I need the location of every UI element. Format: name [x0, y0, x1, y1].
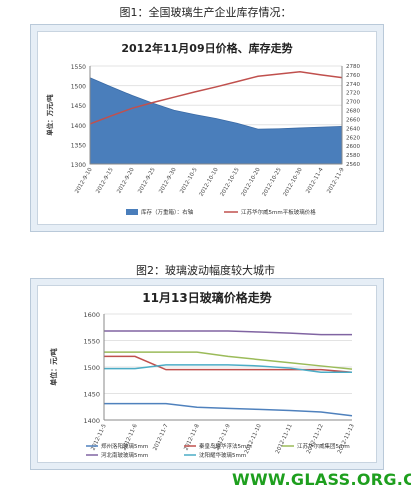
chart1-y-right-tick: 2600 [346, 144, 360, 150]
chart1-y-left-tick: 1350 [71, 142, 86, 149]
chart1-x-tick: 2012-9-30 [158, 167, 178, 195]
chart1-y-right-tick: 2700 [346, 100, 360, 106]
chart1-x-tick: 2012-9-10 [74, 167, 94, 195]
chart1-x-tick: 2012-9-20 [116, 167, 136, 195]
chart1-x-tick: 2012-10-5 [179, 167, 199, 195]
chart1-y-right-tick: 2680 [346, 109, 360, 115]
chart2-x-tick: 2012-11-11 [275, 423, 294, 455]
chart1-y-right-tick: 2640 [346, 126, 360, 132]
chart2-line-shenyang [104, 364, 352, 374]
chart1-y-left-tick: 1550 [71, 64, 86, 71]
chart1-x-tick: 2012-10-25 [262, 167, 283, 198]
chart-panel-1: 2012年11月09日价格、库存走势 1300 1350 1400 1450 1500 15… [30, 24, 384, 232]
chart2-y-tick: 1550 [83, 338, 100, 346]
chart1-x-tick: 2012-11-4 [305, 167, 325, 195]
chart1-x-tick: 2012-10-20 [241, 167, 262, 198]
chart2-x-tick: 2012-11-10 [244, 423, 263, 455]
chart1-y-left-tick: 1500 [71, 84, 86, 91]
chart2-title: 11月13日玻璃价格走势 [142, 290, 271, 305]
chart2-line-zhengzhou [104, 402, 353, 417]
chart1-legend-swatch-area [126, 209, 138, 215]
chart1-x-tick: 2012-11-9 [326, 167, 346, 195]
chart1-x-tick: 2012-10-15 [220, 167, 241, 198]
chart1-area-inventory [89, 77, 343, 165]
chart1-x-tick: 2012-9-15 [95, 167, 115, 195]
chart-card-2: 11月13日玻璃价格走势 1400 1450 1500 1550 1600 单位：元/吨 20… [37, 285, 377, 463]
chart1-legend-area: 库存（万重箱）：右轴 [141, 208, 194, 216]
chart2-legend-jiangsu_huaer: 江苏华尔威集团5mm [297, 442, 350, 450]
chart1-y-left-tick: 1450 [71, 103, 86, 110]
city-price-chart: 11月13日玻璃价格走势 1400 1450 1500 1550 1600 单位：元/吨 20… [49, 290, 356, 459]
caption-fig1: 图1：全国玻璃生产企业库存情况： [119, 6, 292, 19]
chart1-y-right-tick: 2740 [346, 82, 360, 88]
chart2-line-qinhuangdao [104, 355, 353, 374]
chart1-y-right-tick: 2760 [346, 73, 360, 79]
chart2-x-tick: 2012-11-12 [306, 423, 325, 455]
chart1-legend-line: 江苏华尔威5mm平板玻璃价格 [241, 208, 316, 216]
chart2-x-tick: 2012-11-13 [337, 423, 356, 455]
chart2-y-tick: 1500 [83, 364, 100, 372]
watermark: WWW.GLASS.ORG.CN [232, 470, 411, 489]
chart1-ylabel: 单位：万元/吨 [45, 94, 54, 136]
chart1-y-right-tick: 2660 [346, 117, 360, 123]
chart1-y-right-tick: 2780 [346, 64, 360, 70]
chart2-line-jiangsu_huaer [104, 351, 353, 370]
chart2-y-tick: 1600 [83, 311, 100, 319]
chart1-x-tick: 2012-9-25 [137, 167, 157, 195]
chart1-title: 2012年11月09日价格、库存走势 [121, 41, 292, 55]
caption-fig2: 图2：玻璃波动幅度较大城市 [136, 264, 275, 277]
chart1-x-tick: 2012-10-30 [283, 167, 304, 198]
chart2-x-tick: 2012-11-7 [152, 423, 170, 452]
chart2-y-tick: 1450 [83, 391, 100, 399]
chart1-line-price [89, 71, 343, 125]
inventory-price-chart: 2012年11月09日价格、库存走势 1300 1350 1400 1450 1500 15… [45, 41, 360, 216]
chart-card-1: 2012年11月09日价格、库存走势 1300 1350 1400 1450 1500 15… [37, 31, 377, 225]
chart1-y-left-tick: 1300 [71, 162, 86, 169]
chart1-x-tick: 2012-10-10 [199, 167, 220, 198]
chart2-legend-hebei: 河北南玻玻璃5mm [101, 451, 148, 459]
chart1-y-right-tick: 2720 [346, 91, 360, 97]
chart2-legend-qinhuangdao: 秦皇岛耀华浮法5mm [199, 442, 252, 450]
chart2-line-hebei [104, 330, 352, 336]
chart2-y-tick: 1400 [83, 417, 100, 425]
chart1-y-right-tick: 2620 [346, 135, 360, 141]
chart1-y-right-tick: 2560 [346, 162, 360, 168]
chart1-y-right-tick: 2580 [346, 153, 360, 159]
chart1-y-left-tick: 1400 [71, 123, 86, 130]
chart2-legend-zhengzhou: 郑州洛阳玻璃5mm [101, 442, 148, 450]
chart2-ylabel: 单位：元/吨 [49, 348, 58, 386]
chart-panel-2: 11月13日玻璃价格走势 1400 1450 1500 1550 1600 单位：元/吨 20… [30, 278, 384, 470]
chart2-legend-shenyang: 沈阳耀华玻璃5mm [199, 451, 246, 459]
